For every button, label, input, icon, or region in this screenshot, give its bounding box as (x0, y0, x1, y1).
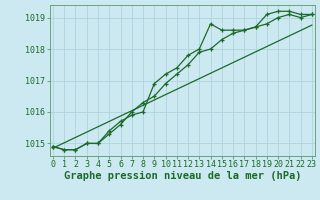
X-axis label: Graphe pression niveau de la mer (hPa): Graphe pression niveau de la mer (hPa) (64, 171, 301, 181)
